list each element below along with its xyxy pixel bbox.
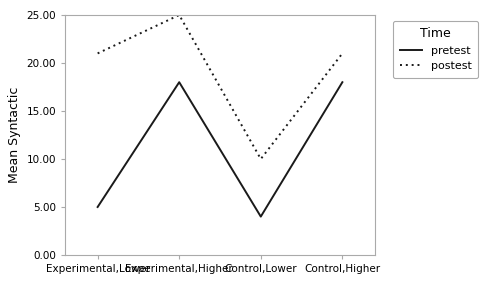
Y-axis label: Mean Syntactic: Mean Syntactic bbox=[8, 87, 21, 183]
Legend: pretest, postest: pretest, postest bbox=[393, 21, 478, 78]
